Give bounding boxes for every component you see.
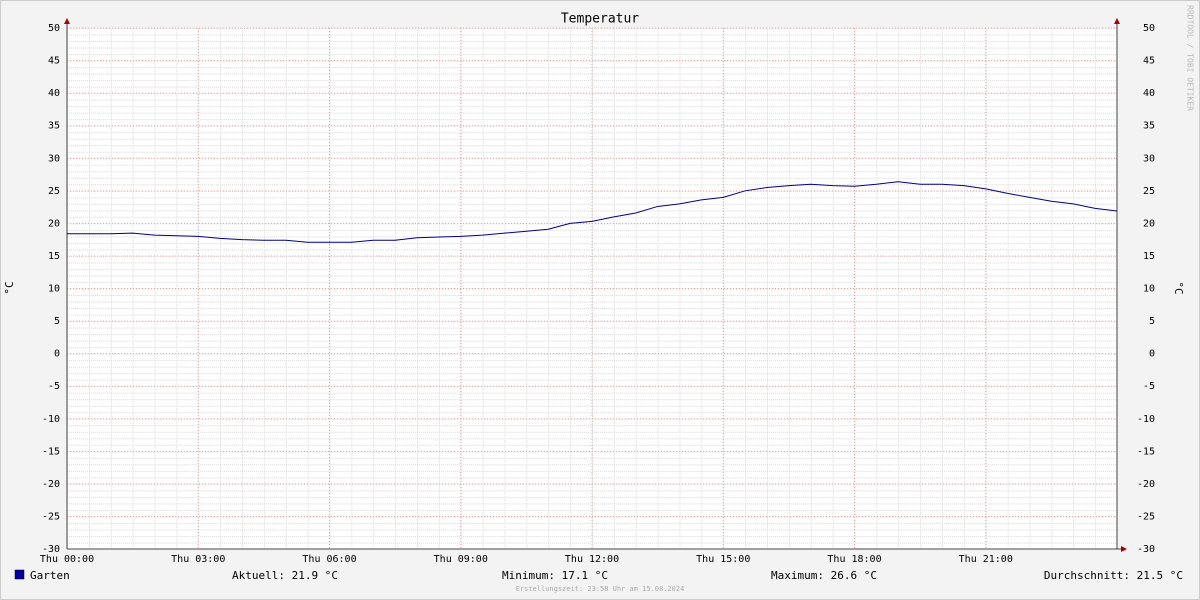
y-tick-label: 40 [48,88,60,99]
x-tick-label: Thu 03:00 [171,554,225,565]
y-axis-label-right: °C [1172,281,1185,294]
y-tick-label-right: -5 [1143,381,1155,392]
legend-stat: Durchschnitt: 21.5 °C [1044,569,1183,582]
y-tick-label-right: -20 [1137,479,1155,490]
y-tick-label-right: 50 [1143,23,1155,34]
x-tick-label: Thu 21:00 [959,554,1013,565]
y-tick-label-right: 45 [1143,56,1155,67]
legend-stat: Maximum: 26.6 °C [771,569,877,582]
x-tick-label: Thu 15:00 [696,554,750,565]
y-tick-label: 25 [48,186,60,197]
y-tick-label: 50 [48,23,60,34]
y-tick-label-right: -25 [1137,511,1155,522]
y-tick-label-right: 40 [1143,88,1155,99]
legend-label: Garten [30,569,70,582]
legend-stat: Minimum: 17.1 °C [502,569,608,582]
x-tick-label: Thu 18:00 [827,554,881,565]
watermark: RRDTOOL / TOBI OETIKER [1186,5,1195,111]
x-tick-label: Thu 12:00 [565,554,619,565]
y-tick-label-right: 35 [1143,121,1155,132]
y-tick-label-right: -15 [1137,446,1155,457]
y-tick-label: -25 [42,511,60,522]
y-tick-label: 5 [54,316,60,327]
y-tick-label-right: -30 [1137,544,1155,555]
y-tick-label: -20 [42,479,60,490]
y-tick-label: 45 [48,56,60,67]
axis-arrow [64,18,70,24]
y-tick-label: -15 [42,446,60,457]
y-tick-label-right: 15 [1143,251,1155,262]
y-tick-label: 0 [54,349,60,360]
y-tick-label-right: -10 [1137,414,1155,425]
y-tick-label-right: 5 [1149,316,1155,327]
y-tick-label: -5 [48,381,60,392]
footer: Erstellungszeit: 23:58 Uhr am 15.08.2024 [516,585,685,593]
y-tick-label-right: 10 [1143,284,1155,295]
y-tick-label-right: 20 [1143,218,1155,229]
y-tick-label-right: 30 [1143,153,1155,164]
line-series [67,181,1118,243]
y-tick-label: -30 [42,544,60,555]
legend-swatch [14,569,25,580]
y-tick-label-right: 25 [1143,186,1155,197]
legend-stat: Aktuell: 21.9 °C [232,569,338,582]
axis-arrow [1114,18,1120,24]
y-tick-label: 15 [48,251,60,262]
y-tick-label: 35 [48,121,60,132]
y-tick-label: 10 [48,284,60,295]
x-tick-label: Thu 09:00 [434,554,488,565]
chart-title: Temperatur [561,12,639,27]
y-tick-label-right: 0 [1149,349,1155,360]
y-tick-label: -10 [42,414,60,425]
y-tick-label: 20 [48,218,60,229]
x-tick-label: Thu 06:00 [302,554,356,565]
axis-arrow [1121,546,1127,552]
x-tick-label: Thu 00:00 [40,554,94,565]
y-axis-label: °C [3,281,16,294]
y-tick-label: 30 [48,153,60,164]
